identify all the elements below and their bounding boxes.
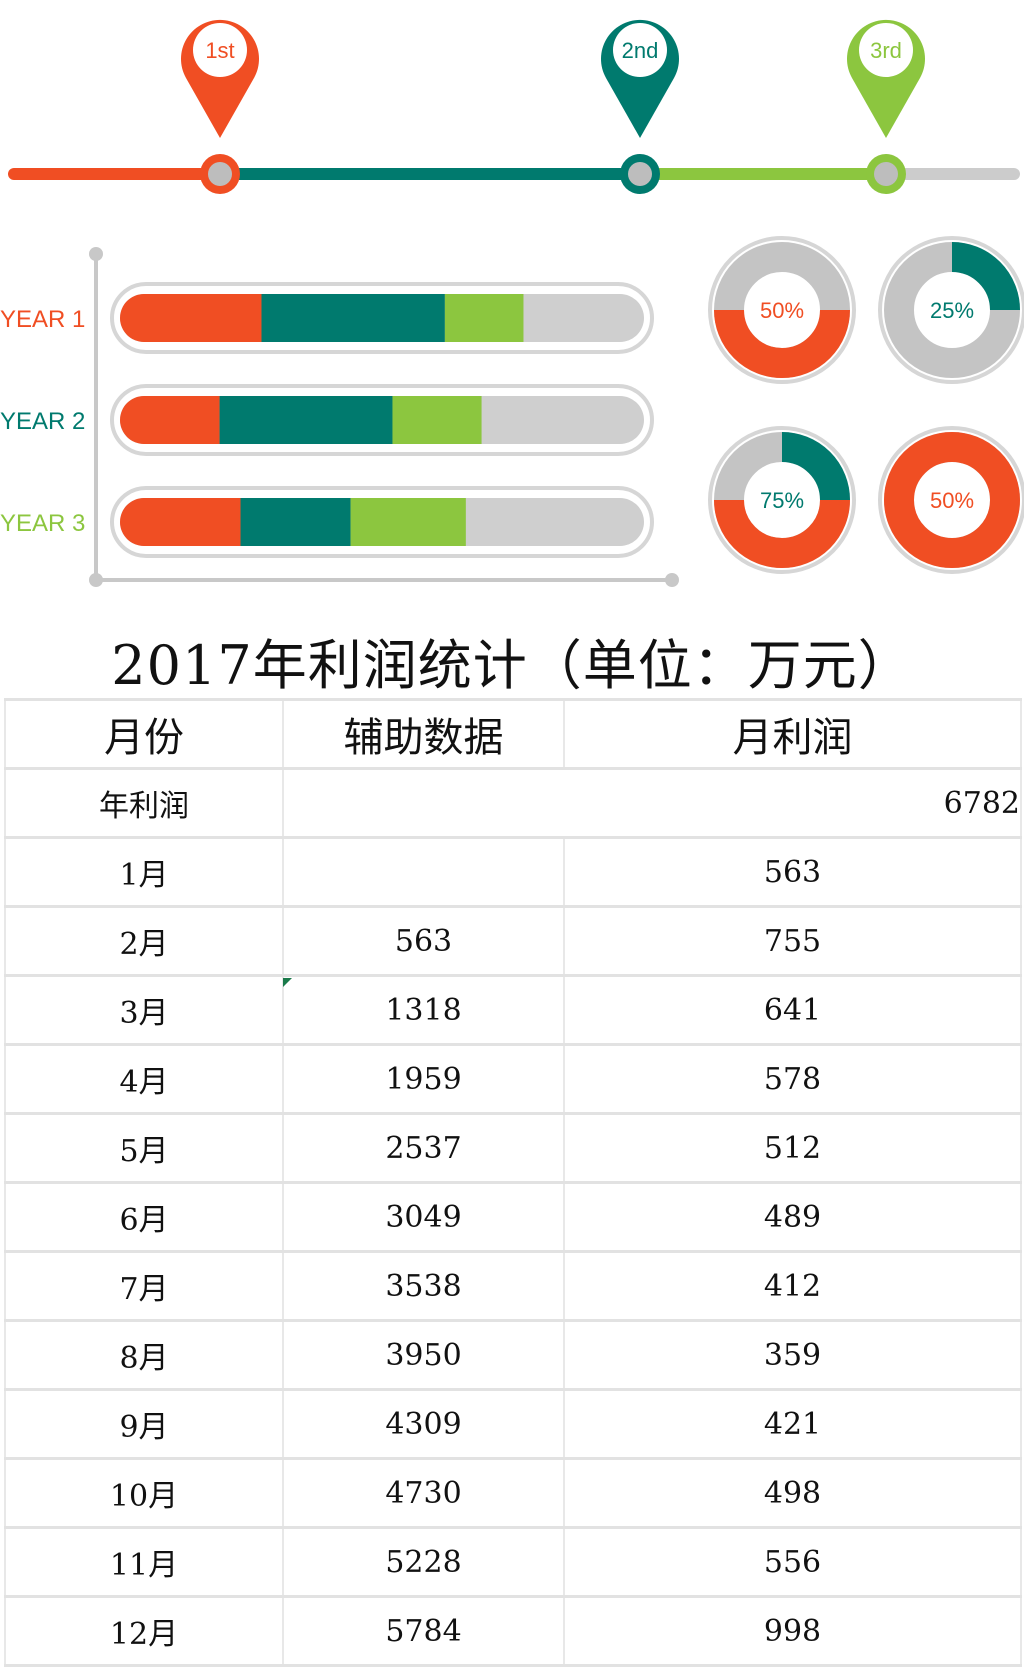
- donut-label: 50%: [930, 488, 974, 513]
- bar-segment-3: [392, 396, 482, 444]
- summary-value[interactable]: 6782: [282, 767, 1022, 839]
- aux-cell[interactable]: 3950: [282, 1319, 565, 1391]
- aux-cell[interactable]: 2537: [282, 1112, 565, 1184]
- bar-segment-1: [120, 396, 220, 444]
- table-row: 10月 4730 498: [4, 1457, 1022, 1529]
- infographic: 1st 2nd 3rd YEAR 1 YEAR 2 YEAR 3 50% 25% 75%…: [0, 19, 1024, 587]
- table-row: 2月 563 755: [4, 905, 1022, 977]
- aux-cell[interactable]: 3538: [282, 1250, 565, 1322]
- bar-row-2: YEAR 2: [0, 384, 654, 456]
- profit-cell[interactable]: 512: [563, 1112, 1022, 1184]
- bar-segment-1: [120, 294, 262, 342]
- month-cell[interactable]: 2月: [4, 905, 284, 977]
- profit-cell[interactable]: 498: [563, 1457, 1022, 1529]
- pin-label-1: 1st: [205, 38, 234, 63]
- table-row: 1月 563: [4, 836, 1022, 908]
- table-row: 11月 5228 556: [4, 1526, 1022, 1598]
- header-profit: 月利润: [563, 698, 1022, 770]
- table-row: 4月 1959 578: [4, 1043, 1022, 1115]
- profit-cell[interactable]: 755: [563, 905, 1022, 977]
- bar-segment-2: [240, 498, 351, 546]
- month-cell[interactable]: 12月: [4, 1595, 284, 1667]
- header-month: 月份: [4, 698, 284, 770]
- profit-table: 月份 辅助数据 月利润 年利润 6782 1月 563 2月 563 755 3月 1318…: [4, 698, 1022, 1667]
- cell-marker-icon: [283, 978, 292, 987]
- profit-cell[interactable]: 421: [563, 1388, 1022, 1460]
- donut-label: 25%: [930, 298, 974, 323]
- month-cell[interactable]: 5月: [4, 1112, 284, 1184]
- pin-label-3: 3rd: [870, 38, 902, 63]
- table-row: 6月 3049 489: [4, 1181, 1022, 1253]
- aux-cell[interactable]: 4309: [282, 1388, 565, 1460]
- bar-row-label: YEAR 2: [0, 408, 85, 435]
- aux-cell[interactable]: 1318: [282, 974, 565, 1046]
- timeline-node-3: [866, 154, 906, 194]
- aux-cell[interactable]: [282, 836, 565, 908]
- donut-charts: 50% 25% 75% 50%: [708, 236, 1024, 574]
- donut-label: 75%: [760, 488, 804, 513]
- donut-arc: [884, 432, 1020, 568]
- profit-cell[interactable]: 641: [563, 974, 1022, 1046]
- bar-segment-1: [120, 498, 241, 546]
- donut-arc: [781, 432, 850, 501]
- bar-row-1: YEAR 1: [0, 282, 654, 354]
- header-aux: 辅助数据: [282, 698, 565, 770]
- aux-cell[interactable]: 5228: [282, 1526, 565, 1598]
- month-cell[interactable]: 10月: [4, 1457, 284, 1529]
- timeline-node-2: [620, 154, 660, 194]
- aux-cell[interactable]: 563: [282, 905, 565, 977]
- bar-segment-3: [444, 294, 524, 342]
- bar-row-label: YEAR 3: [0, 510, 85, 537]
- month-cell[interactable]: 8月: [4, 1319, 284, 1391]
- donut-arc: [951, 242, 1020, 311]
- profit-cell[interactable]: 412: [563, 1250, 1022, 1322]
- donut-3: 75%: [708, 426, 856, 574]
- donut-arc-secondary: [714, 499, 850, 568]
- aux-cell[interactable]: 3049: [282, 1181, 565, 1253]
- profit-cell[interactable]: 563: [563, 836, 1022, 908]
- bar-segment-2: [261, 294, 445, 342]
- bar-segment-2: [219, 396, 393, 444]
- table-row: 3月 1318 641: [4, 974, 1022, 1046]
- aux-cell[interactable]: 1959: [282, 1043, 565, 1115]
- table-header-row: 月份 辅助数据 月利润: [4, 698, 1022, 770]
- page-title: 2017年利润统计（单位：万元）: [111, 634, 913, 697]
- profit-cell[interactable]: 998: [563, 1595, 1022, 1667]
- month-cell[interactable]: 6月: [4, 1181, 284, 1253]
- profit-cell[interactable]: 556: [563, 1526, 1022, 1598]
- map-pin-icon-2: 2nd: [601, 19, 679, 138]
- table-row: 8月 3950 359: [4, 1319, 1022, 1391]
- table-row: 12月 5784 998: [4, 1595, 1022, 1667]
- profit-cell[interactable]: 489: [563, 1181, 1022, 1253]
- donut-arc: [714, 309, 850, 378]
- summary-label[interactable]: 年利润: [4, 767, 284, 839]
- month-cell[interactable]: 11月: [4, 1526, 284, 1598]
- month-cell[interactable]: 1月: [4, 836, 284, 908]
- table-row: 5月 2537 512: [4, 1112, 1022, 1184]
- month-cell[interactable]: 3月: [4, 974, 284, 1046]
- aux-cell[interactable]: 5784: [282, 1595, 565, 1667]
- profit-cell[interactable]: 359: [563, 1319, 1022, 1391]
- donut-4: 50%: [878, 426, 1024, 574]
- table-row: 7月 3538 412: [4, 1250, 1022, 1322]
- timeline: 1st 2nd 3rd: [8, 19, 1020, 194]
- bar-chart: YEAR 1 YEAR 2 YEAR 3: [0, 247, 679, 587]
- timeline-node-1: [200, 154, 240, 194]
- month-cell[interactable]: 9月: [4, 1388, 284, 1460]
- month-cell[interactable]: 4月: [4, 1043, 284, 1115]
- bar-segment-3: [350, 498, 466, 546]
- donut-1: 50%: [708, 236, 856, 384]
- donut-2: 25%: [878, 236, 1024, 384]
- map-pin-icon-1: 1st: [180, 19, 259, 138]
- summary-row: 年利润 6782: [4, 767, 1022, 839]
- pin-label-2: 2nd: [622, 38, 659, 63]
- map-pin-icon-3: 3rd: [847, 19, 926, 138]
- bar-row-3: YEAR 3: [0, 486, 654, 558]
- month-cell[interactable]: 7月: [4, 1250, 284, 1322]
- bar-row-label: YEAR 1: [0, 306, 85, 333]
- profit-cell[interactable]: 578: [563, 1043, 1022, 1115]
- donut-label: 50%: [760, 298, 804, 323]
- table-row: 9月 4309 421: [4, 1388, 1022, 1460]
- aux-cell[interactable]: 4730: [282, 1457, 565, 1529]
